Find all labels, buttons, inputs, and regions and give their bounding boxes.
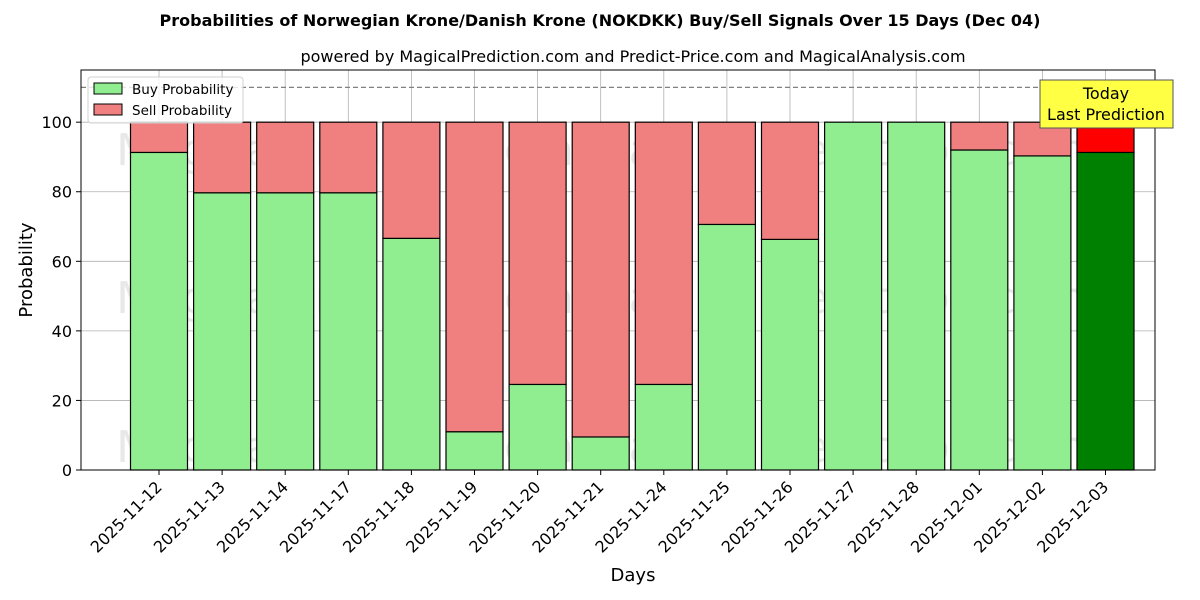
- legend-buy-swatch: [93, 82, 123, 95]
- buy-bar: [823, 121, 883, 471]
- annotation-line1: Today: [1082, 84, 1129, 103]
- legend-box: [87, 76, 244, 124]
- sell-bar: [760, 121, 820, 240]
- x-axis: 2025-11-122025-11-132025-11-142025-11-17…: [87, 470, 1112, 557]
- sell-bar: [950, 121, 1009, 151]
- annotation-line2: Last Prediction: [1047, 105, 1165, 124]
- bars: [129, 121, 1135, 471]
- y-axis-label: Probability: [16, 222, 37, 317]
- y-tick-label: 80: [52, 183, 72, 202]
- sell-bar: [634, 121, 693, 386]
- y-tick-label: 0: [62, 461, 72, 480]
- sell-bar: [193, 121, 252, 194]
- legend-sell-label: Sell Probability: [132, 103, 232, 119]
- sell-bar: [697, 121, 757, 226]
- y-tick-label: 100: [41, 113, 72, 132]
- y-tick-label: 60: [52, 252, 72, 271]
- buy-bar: [256, 192, 315, 471]
- buy-bar: [445, 431, 504, 471]
- buy-bar: [129, 151, 189, 471]
- sell-bar: [319, 121, 378, 194]
- buy-bar: [571, 436, 630, 471]
- sell-bar: [129, 121, 189, 154]
- legend: Buy Probability Sell Probability: [87, 76, 244, 124]
- legend-sell-swatch: [93, 103, 123, 116]
- y-tick-label: 40: [52, 322, 72, 341]
- y-tick-label: 20: [52, 391, 72, 410]
- chart-title: Probabilities of Norwegian Krone/Danish …: [160, 11, 1041, 30]
- legend-buy-label: Buy Probability: [132, 82, 233, 98]
- buy-bar: [1013, 155, 1072, 471]
- sell-bar: [256, 121, 315, 194]
- buy-bar: [1076, 151, 1135, 471]
- today-annotation: Today Last Prediction: [1039, 79, 1174, 129]
- buy-bar: [950, 149, 1009, 471]
- sell-bar: [508, 121, 567, 386]
- buy-bar: [760, 238, 820, 471]
- annotation-box: [1039, 79, 1174, 129]
- buy-bar: [508, 383, 567, 471]
- buy-bar: [887, 121, 946, 471]
- y-axis: 0 20 40 60 80 100: [41, 113, 81, 480]
- plot-frame: [80, 69, 1156, 471]
- buy-bar: [634, 383, 693, 471]
- buy-bar: [697, 223, 757, 471]
- buy-bar: [193, 192, 252, 471]
- x-axis-label: Days: [611, 565, 656, 586]
- buy-bar: [382, 237, 441, 471]
- sell-bar: [382, 121, 441, 239]
- sell-bar: [445, 121, 504, 433]
- chart-subtitle: powered by MagicalPrediction.com and Pre…: [300, 47, 965, 66]
- sell-bar: [571, 121, 630, 438]
- buy-bar: [319, 192, 378, 471]
